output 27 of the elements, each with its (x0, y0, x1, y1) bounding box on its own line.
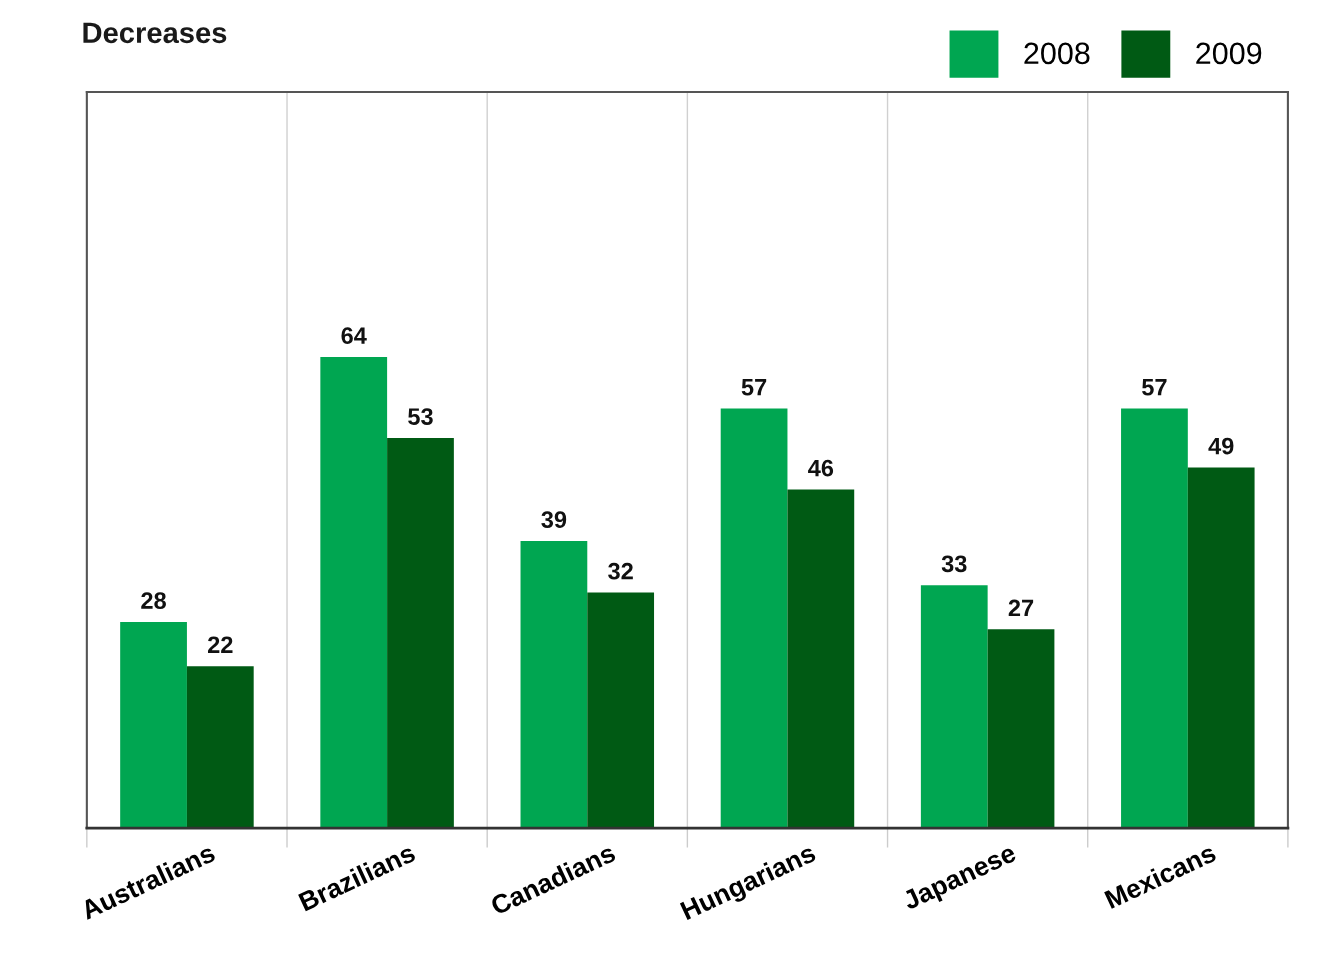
bar (1121, 408, 1188, 829)
data-label: 33 (941, 555, 967, 573)
data-label: 22 (208, 636, 233, 653)
data-label: 49 (1208, 437, 1234, 455)
data-label: 64 (341, 327, 367, 344)
legend-label: 2009 (1196, 42, 1262, 65)
bar (520, 540, 588, 829)
legend-label: 2008 (1024, 42, 1090, 65)
data-label: 57 (1142, 379, 1167, 396)
data-label: 39 (541, 511, 567, 529)
bar (787, 489, 855, 829)
bar (1187, 467, 1255, 829)
data-label: 53 (408, 408, 433, 425)
bar (387, 437, 454, 829)
bar (587, 592, 655, 829)
chart-title: Decreases (83, 22, 227, 44)
data-label: 46 (808, 459, 834, 477)
bar (987, 629, 1055, 829)
bar (320, 356, 388, 829)
bar (720, 408, 788, 829)
data-label: 28 (141, 592, 166, 609)
data-label: 32 (608, 562, 633, 580)
data-label: 27 (1008, 599, 1034, 617)
bar (186, 666, 254, 829)
bar (920, 585, 988, 829)
bar (120, 621, 187, 829)
data-label: 57 (741, 379, 767, 396)
